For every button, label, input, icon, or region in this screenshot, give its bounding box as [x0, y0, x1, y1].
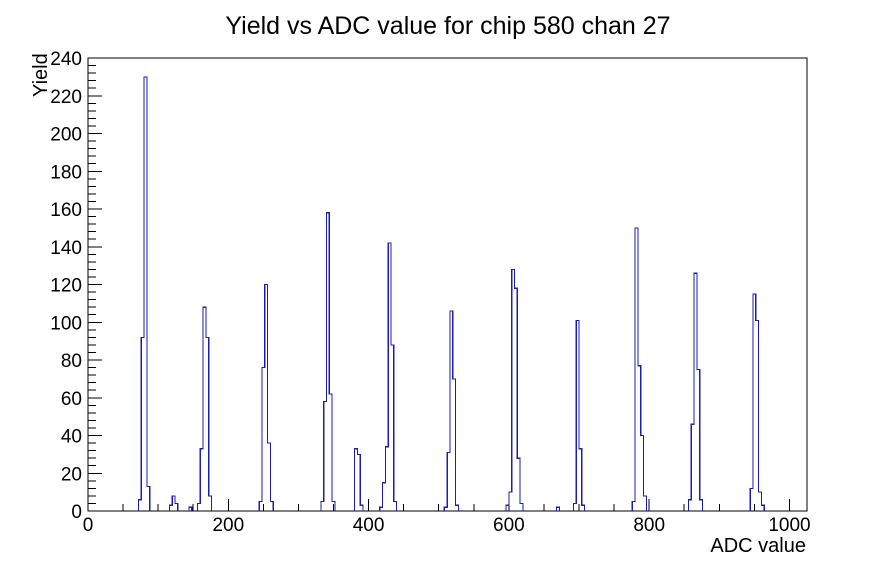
y-tick-label: 40 — [61, 427, 82, 448]
y-tick-label: 200 — [50, 125, 82, 146]
histogram-cluster — [258, 283, 274, 511]
chart-title: Yield vs ADC value for chip 580 chan 27 — [225, 12, 670, 40]
y-tick-label: 80 — [61, 351, 82, 372]
histogram-cluster — [505, 268, 524, 511]
y-tick-label: 0 — [71, 502, 82, 523]
y-tick-label: 160 — [50, 200, 82, 221]
histogram-cluster — [631, 227, 647, 511]
axes-layer: 0 200 400 600 800 1000 0 20 40 60 80 100 120 140 160 18… — [50, 49, 810, 536]
y-tick-label: 60 — [61, 389, 82, 410]
y-axis-title: Yield — [30, 53, 52, 97]
histogram-cluster — [555, 506, 560, 511]
y-tick-label: 120 — [50, 276, 82, 297]
histogram-cluster — [443, 310, 459, 511]
y-tick-label: 180 — [50, 162, 82, 183]
histogram-cluster — [379, 242, 398, 511]
y-tick-label: 240 — [50, 49, 82, 70]
y-tick-label: 140 — [50, 238, 82, 259]
histogram-layer — [137, 76, 765, 511]
x-tick-label: 0 — [83, 515, 94, 536]
x-tick-label: 800 — [633, 515, 665, 536]
x-tick-label: 600 — [493, 515, 525, 536]
x-axis-title: ADC value — [710, 535, 806, 557]
x-tick-label: 200 — [212, 515, 244, 536]
histogram-cluster — [168, 495, 179, 511]
histogram-cluster — [687, 272, 704, 511]
histogram-cluster — [749, 293, 765, 511]
x-tick-label: 1000 — [768, 515, 810, 536]
histogram-cluster — [188, 506, 193, 511]
histogram-cluster — [320, 212, 336, 511]
x-tick-label: 400 — [353, 515, 385, 536]
y-tick-label: 100 — [50, 313, 82, 334]
histogram-cluster — [572, 319, 586, 511]
histogram-cluster — [137, 76, 151, 511]
histogram-cluster — [353, 448, 364, 511]
y-tick-label: 20 — [61, 464, 82, 485]
histogram-cluster — [196, 306, 213, 511]
y-tick-label: 220 — [50, 87, 82, 108]
